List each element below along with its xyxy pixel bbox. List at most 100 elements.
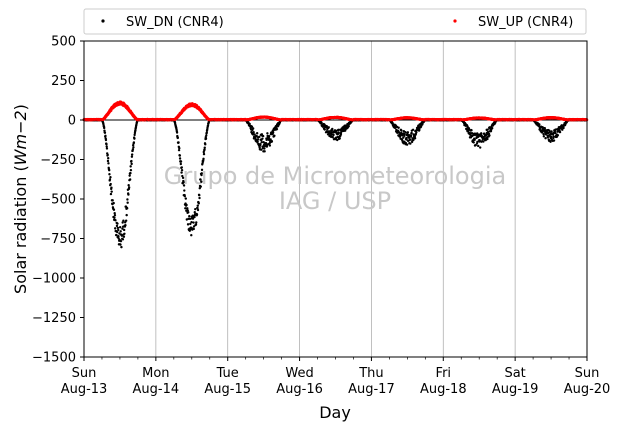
point-sw-dn bbox=[200, 180, 203, 183]
point-sw-dn bbox=[116, 228, 120, 232]
watermark: Grupo de Micrometeorologia IAG / USP bbox=[164, 162, 506, 215]
point-sw-dn bbox=[110, 190, 113, 193]
point-sw-dn bbox=[179, 162, 183, 166]
point-sw-dn bbox=[409, 142, 412, 145]
point-sw-dn bbox=[193, 211, 196, 214]
x-tick-label-day: Fri bbox=[436, 366, 452, 381]
point-sw-dn bbox=[114, 219, 117, 222]
point-sw-dn bbox=[197, 202, 200, 205]
point-sw-dn bbox=[112, 208, 116, 211]
point-sw-dn bbox=[124, 219, 128, 222]
point-sw-dn bbox=[484, 138, 487, 142]
point-sw-dn bbox=[267, 136, 271, 140]
point-sw-dn bbox=[200, 168, 204, 172]
point-sw-dn bbox=[488, 134, 491, 137]
point-sw-dn bbox=[199, 178, 202, 181]
point-sw-dn bbox=[180, 168, 184, 172]
x-tick-label-date: Aug-16 bbox=[276, 382, 323, 397]
x-tick-label-day: Thu bbox=[358, 366, 383, 381]
point-sw-dn bbox=[105, 142, 108, 146]
point-sw-dn bbox=[403, 132, 406, 136]
point-sw-dn bbox=[103, 126, 106, 130]
y-axis-label-close: ) bbox=[11, 104, 30, 110]
point-sw-dn bbox=[248, 122, 251, 126]
point-sw-dn bbox=[131, 144, 135, 147]
point-sw-dn bbox=[177, 148, 181, 152]
y-axis-label-math: Wm−2 bbox=[11, 110, 30, 165]
point-sw-dn bbox=[187, 211, 190, 214]
x-tick-label-date: Aug-13 bbox=[61, 382, 108, 397]
x-gridlines bbox=[155, 41, 516, 357]
point-sw-dn bbox=[413, 137, 417, 140]
point-sw-dn bbox=[122, 235, 126, 238]
point-sw-dn bbox=[202, 152, 206, 156]
point-sw-dn bbox=[542, 133, 545, 136]
point-sw-dn bbox=[128, 178, 132, 181]
y-tick-label: 500 bbox=[51, 35, 76, 50]
point-sw-dn bbox=[130, 162, 133, 166]
point-sw-dn bbox=[558, 130, 562, 134]
point-sw-dn bbox=[198, 193, 201, 197]
point-sw-dn bbox=[119, 230, 122, 233]
point-sw-dn bbox=[183, 194, 186, 198]
point-sw-dn bbox=[476, 140, 479, 143]
point-sw-dn bbox=[415, 131, 418, 134]
point-sw-dn bbox=[561, 128, 564, 131]
point-sw-dn bbox=[194, 207, 197, 211]
point-sw-dn bbox=[115, 224, 119, 228]
point-sw-dn bbox=[204, 143, 207, 146]
point-sw-dn bbox=[261, 137, 264, 140]
point-sw-dn bbox=[192, 221, 195, 224]
point-sw-dn bbox=[400, 129, 403, 132]
point-sw-dn bbox=[186, 207, 189, 210]
point-sw-dn bbox=[177, 141, 180, 144]
x-tick-label-day: Sun bbox=[72, 366, 97, 381]
watermark-line-2: IAG / USP bbox=[279, 187, 391, 215]
point-sw-dn bbox=[125, 207, 129, 210]
point-sw-dn bbox=[121, 227, 124, 230]
point-sw-dn bbox=[556, 134, 560, 137]
point-sw-dn bbox=[120, 245, 123, 249]
point-sw-dn bbox=[347, 125, 350, 128]
point-sw-dn bbox=[404, 131, 407, 134]
point-sw-dn bbox=[119, 239, 123, 243]
x-tick-label-date: Aug-15 bbox=[204, 382, 251, 397]
point-sw-dn bbox=[109, 182, 112, 186]
point-sw-dn bbox=[117, 235, 120, 238]
point-sw-dn bbox=[122, 219, 125, 222]
y-tick-label: −250 bbox=[40, 153, 76, 168]
point-sw-dn bbox=[122, 228, 126, 232]
y-tick-label: 0 bbox=[68, 114, 76, 129]
point-sw-dn bbox=[550, 135, 553, 138]
point-sw-dn bbox=[133, 137, 136, 140]
watermark-line-1: Grupo de Micrometeorologia bbox=[164, 162, 506, 190]
point-sw-dn bbox=[320, 121, 323, 124]
x-tick-label-day: Tue bbox=[216, 366, 239, 381]
point-sw-dn bbox=[105, 147, 109, 150]
point-sw-dn bbox=[256, 140, 259, 143]
point-sw-dn bbox=[205, 131, 208, 134]
point-sw-dn bbox=[411, 128, 415, 131]
point-sw-dn bbox=[478, 139, 481, 142]
point-sw-dn bbox=[127, 193, 130, 196]
point-sw-dn bbox=[132, 146, 135, 149]
point-sw-dn bbox=[402, 136, 405, 139]
point-sw-dn bbox=[271, 131, 275, 134]
point-sw-dn bbox=[331, 127, 334, 131]
point-sw-dn bbox=[403, 134, 406, 138]
point-sw-dn bbox=[181, 174, 184, 178]
point-sw-dn bbox=[254, 137, 257, 140]
point-sw-dn bbox=[108, 173, 111, 176]
point-sw-dn bbox=[258, 135, 261, 139]
point-sw-dn bbox=[275, 127, 279, 131]
point-sw-dn bbox=[261, 134, 265, 138]
point-sw-dn bbox=[419, 125, 423, 128]
point-sw-dn bbox=[552, 135, 556, 138]
point-sw-dn bbox=[195, 221, 198, 224]
point-sw-dn bbox=[549, 140, 552, 144]
point-sw-dn bbox=[470, 129, 473, 132]
y-tick-label: −1500 bbox=[32, 351, 76, 366]
legend-marker-sw-dn bbox=[101, 19, 105, 23]
point-sw-dn bbox=[127, 186, 131, 189]
